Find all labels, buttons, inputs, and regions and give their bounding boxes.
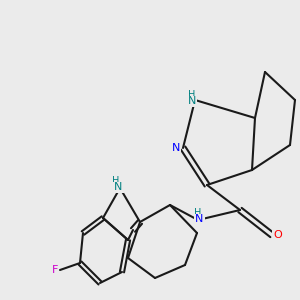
Text: N: N	[172, 143, 181, 153]
Text: N: N	[195, 214, 204, 224]
Text: N: N	[188, 97, 196, 106]
Text: F: F	[51, 265, 58, 275]
Text: H: H	[112, 176, 119, 186]
Text: H: H	[188, 91, 196, 100]
Text: O: O	[273, 230, 282, 240]
Text: N: N	[114, 182, 123, 192]
Text: H: H	[194, 208, 202, 218]
